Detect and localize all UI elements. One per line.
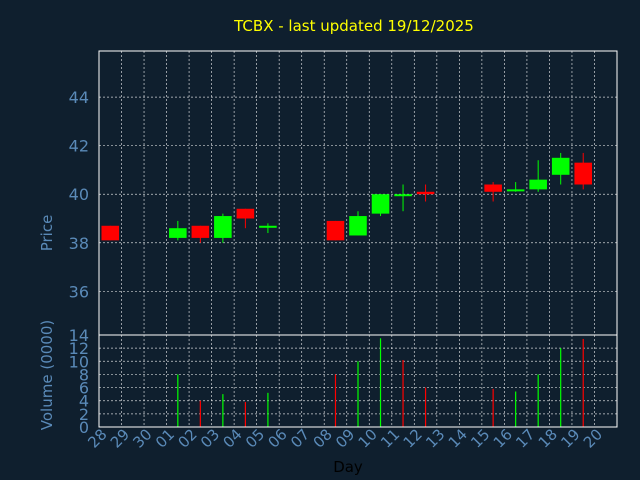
chart-title: TCBX - last updated 19/12/2025 — [233, 17, 474, 35]
volume-tick-label: 12 — [69, 339, 89, 358]
volume-tick-label: 8 — [79, 365, 89, 384]
candle-body — [529, 179, 547, 190]
candle-body — [101, 225, 120, 241]
volume-tick-label: 2 — [79, 405, 89, 424]
price-tick-label: 44 — [69, 88, 89, 107]
candle-body — [506, 189, 525, 192]
x-axis: 2829300102030405060708091011121314151617… — [84, 425, 606, 476]
candle-body — [259, 225, 277, 228]
volume-axis-label: Volume (0000) — [38, 320, 56, 430]
candle-body — [236, 208, 255, 219]
candle-body — [574, 162, 593, 185]
candle-body — [214, 216, 232, 238]
candle-body — [169, 228, 187, 238]
volume-tick-label: 0 — [79, 418, 89, 437]
candle-body — [551, 157, 570, 175]
price-tick-label: 42 — [69, 137, 89, 156]
volume-tick-label: 6 — [79, 379, 89, 398]
price-tick-label: 40 — [69, 185, 89, 204]
price-tick-label: 36 — [69, 282, 89, 301]
price-axis-label: Price — [38, 215, 56, 252]
volume-tick-label: 14 — [69, 326, 89, 345]
candle-body — [191, 225, 210, 238]
price-frame — [98, 50, 618, 336]
candle-body — [484, 184, 502, 192]
candle-body — [394, 194, 412, 197]
x-tick-label: 20 — [580, 425, 606, 451]
candle-body — [349, 216, 367, 236]
candle-body — [371, 194, 390, 214]
price-tick-label: 38 — [69, 234, 89, 253]
price-panel: 36 38 40 42 44 Price — [38, 50, 618, 427]
volume-tick-label: 4 — [79, 392, 89, 411]
volume-tick-label: 10 — [69, 352, 89, 371]
x-axis-label: Day — [333, 458, 363, 476]
volume-frame — [98, 334, 618, 428]
candle-body — [416, 191, 435, 195]
candle-body — [326, 220, 345, 241]
